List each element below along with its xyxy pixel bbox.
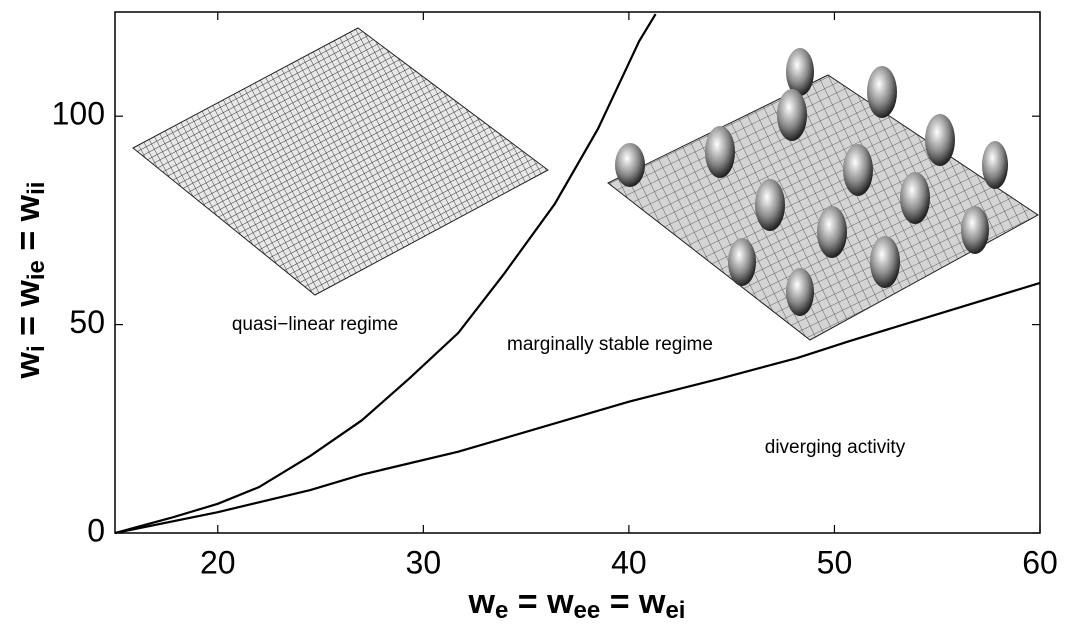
label-subscript: ie (23, 260, 50, 280)
x-tick-label: 60 (1022, 544, 1058, 580)
x-tick-label: 20 (200, 544, 236, 580)
boundary-line (114, 281, 1041, 535)
y-tick-label: 50 (69, 304, 105, 340)
label-part: w (468, 583, 496, 621)
label-subscript: ii (23, 182, 50, 195)
annotation: diverging activity (765, 437, 906, 458)
label-part: = w (9, 280, 47, 346)
y-axis-label: wi = wie = wii (9, 182, 50, 380)
inset-peaked-surface (607, 48, 1039, 341)
label-part: = w (508, 583, 574, 621)
label-part: = w (600, 583, 666, 621)
inset-flat-surface (132, 27, 549, 296)
x-tick-label: 50 (817, 544, 853, 580)
y-tick-label: 0 (87, 512, 105, 548)
label-part: = w (9, 194, 47, 260)
annotation: quasi−linear regime (232, 314, 398, 335)
label-subscript: ee (574, 597, 601, 624)
y-tick-label: 100 (52, 96, 105, 132)
plot-frame (114, 11, 1041, 534)
boundary-line (114, 13, 657, 535)
label-part: w (9, 351, 47, 379)
annotation: marginally stable regime (507, 334, 713, 355)
label-subscript: ei (665, 597, 685, 624)
x-tick-label: 30 (406, 544, 442, 580)
label-subscript: i (23, 345, 50, 352)
label-subscript: e (495, 597, 508, 624)
x-tick-label: 40 (611, 544, 647, 580)
x-axis-label: we = wee = wei (468, 583, 686, 624)
